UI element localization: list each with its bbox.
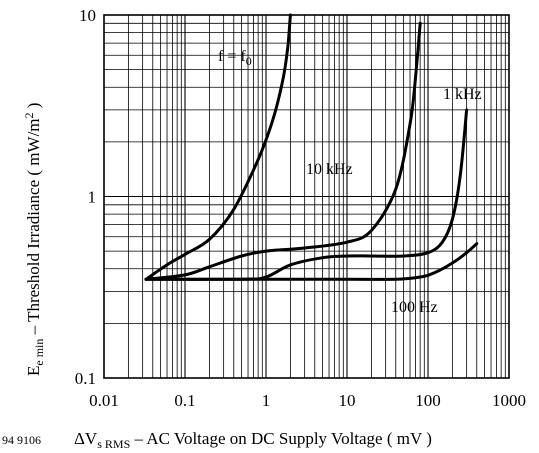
x-tick-label: 0.1 [174, 391, 195, 410]
plot-frame [103, 14, 510, 379]
curve-series-2 [144, 108, 469, 281]
label-10khz: 10 kHz [306, 161, 353, 178]
tick-labels: 0.01 0.1 1 10 100 1000 0.1 1 10 [75, 6, 526, 410]
label-1khz: 1 kHz [443, 86, 482, 103]
x-tick-label: 10 [339, 391, 356, 410]
y-axis-label: Ee min – Threshold Irradiance ( mW/m2 ) [22, 103, 46, 376]
curve-series-1 [144, 21, 422, 281]
curves [144, 13, 479, 281]
x-tick-label: 1000 [492, 391, 526, 410]
curve-series-0 [144, 13, 292, 281]
y-tick-label: 10 [79, 6, 96, 25]
x-tick-label: 100 [415, 391, 441, 410]
label-f0: f = f0 [218, 48, 252, 68]
figure-id: 94 9106 [2, 433, 41, 447]
grid-lines [104, 15, 509, 378]
label-100hz: 100 Hz [391, 299, 438, 316]
x-tick-label: 1 [262, 391, 271, 410]
y-tick-label: 0.1 [75, 369, 96, 388]
y-tick-label: 1 [88, 188, 97, 207]
x-axis-label: ΔVs RMS – AC Voltage on DC Supply Voltag… [74, 429, 432, 451]
x-tick-label: 0.01 [89, 391, 119, 410]
curve-series-3 [144, 242, 479, 281]
